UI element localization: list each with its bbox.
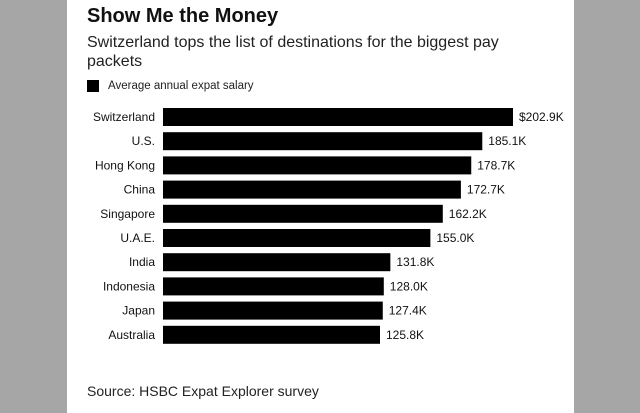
bar-indonesia [163, 277, 384, 296]
bar-australia [163, 325, 381, 344]
value-label-u-a-e: 155.0K [436, 231, 474, 245]
value-label-india: 131.8K [396, 255, 434, 269]
category-label-india: India [129, 255, 155, 269]
value-label-china: 172.7K [467, 183, 505, 197]
value-label-u-s: 185.1K [488, 134, 526, 148]
category-label-hong-kong: Hong Kong [95, 158, 155, 172]
chart-subtitle: Switzerland tops the list of destination… [87, 34, 499, 70]
bar-switzerland [163, 108, 513, 126]
bar-u-a-e [163, 229, 431, 247]
legend: Average annual expat salary [87, 80, 254, 92]
legend-label: Average annual expat salary [108, 80, 254, 92]
category-label-japan: Japan [122, 304, 155, 318]
bar-china [163, 180, 461, 199]
category-label-u-a-e: U.A.E. [120, 231, 155, 245]
value-label-indonesia: 128.0K [390, 279, 428, 293]
bar-u-s [163, 132, 483, 151]
category-label-china: China [124, 183, 156, 197]
category-label-australia: Australia [108, 328, 155, 342]
value-label-switzerland: $202.9K [519, 110, 564, 124]
bar-hong-kong [163, 156, 472, 175]
bar-singapore [163, 204, 443, 223]
category-label-u-s: U.S. [132, 134, 155, 148]
chart-card: Show Me the Money Switzerland tops the l… [67, 0, 574, 413]
source-note: Source: HSBC Expat Explorer survey [87, 383, 319, 399]
bar-india [163, 253, 391, 272]
value-label-japan: 127.4K [389, 304, 427, 318]
bar-chart: Switzerland $202.9K U.S. 185.1K Hong Kong 178… [93, 108, 564, 344]
bar-japan [163, 301, 383, 320]
value-label-hong-kong: 178.7K [477, 158, 515, 172]
category-label-indonesia: Indonesia [103, 279, 155, 293]
value-label-australia: 125.8K [386, 328, 424, 342]
value-label-singapore: 162.2K [449, 207, 487, 221]
category-label-singapore: Singapore [100, 207, 155, 221]
chart-title: Show Me the Money [87, 5, 279, 27]
legend-swatch [87, 80, 99, 92]
category-label-switzerland: Switzerland [93, 110, 155, 124]
